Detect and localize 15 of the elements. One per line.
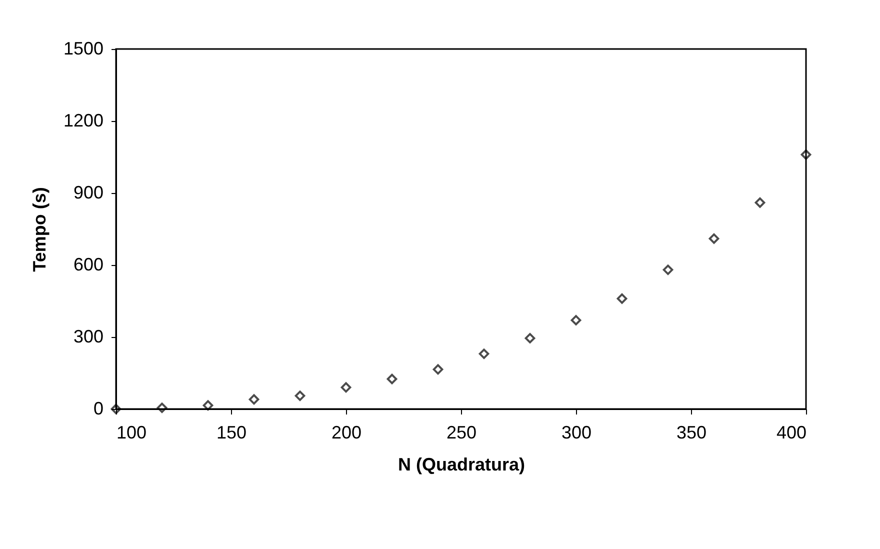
x-tick-label: 150 xyxy=(216,422,247,442)
y-tick-label: 1500 xyxy=(63,38,104,58)
y-tick-label: 0 xyxy=(93,398,104,418)
x-tick-label: 200 xyxy=(331,422,362,442)
x-tick-label: 350 xyxy=(676,422,707,442)
x-tick-label: 100 xyxy=(116,422,147,442)
y-tick-label: 600 xyxy=(73,254,104,274)
x-tick-label: 250 xyxy=(446,422,477,442)
x-tick-label: 300 xyxy=(561,422,592,442)
y-axis-title: Tempo (s) xyxy=(29,187,50,272)
x-axis-title: N (Quadratura) xyxy=(398,454,526,474)
x-tick-label: 400 xyxy=(776,422,806,442)
y-tick-label: 300 xyxy=(73,326,104,346)
y-tick-label: 1200 xyxy=(63,110,104,130)
y-tick-label: 900 xyxy=(73,182,104,202)
